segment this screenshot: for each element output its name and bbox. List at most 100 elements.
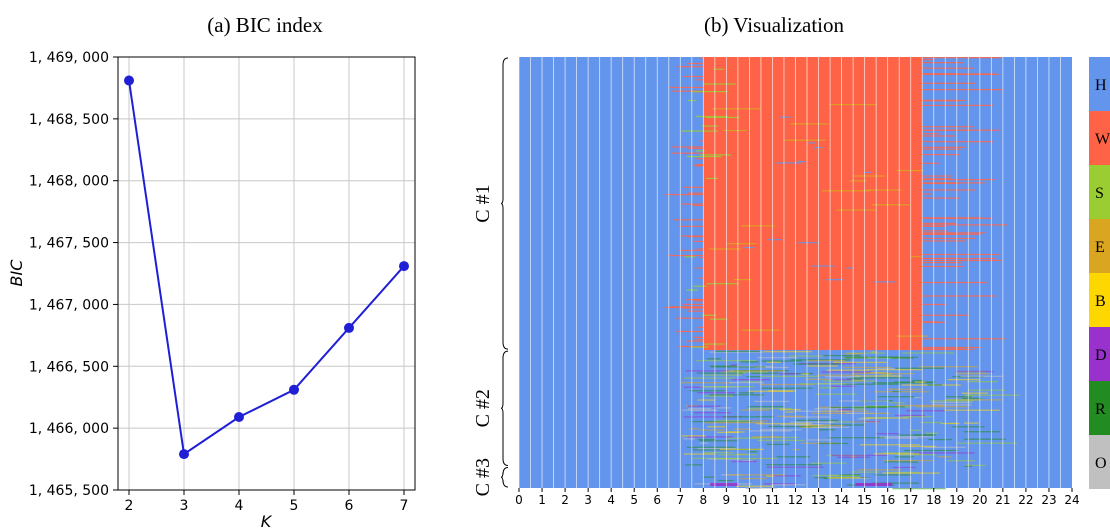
activity-streak [872,482,920,484]
viz-x-tick-label: 22 [1018,493,1033,507]
activity-streak [750,372,779,374]
activity-streak [672,219,708,221]
legend-label: E [1095,239,1105,256]
activity-streak [873,453,920,455]
activity-streak [713,68,724,70]
bic-y-tick-label: 1, 466, 000 [29,421,109,437]
activity-streak [738,392,754,394]
activity-streak [732,379,771,381]
activity-streak [788,355,825,357]
activity-streak [790,421,835,423]
bic-data-point [234,412,244,423]
legend-label: O [1095,455,1107,472]
activity-streak [915,262,962,264]
activity-streak [731,460,757,463]
activity-streak [699,440,738,442]
activity-streak [746,376,762,378]
activity-streak [790,123,829,125]
activity-streak [768,425,819,428]
activity-streak [708,248,741,250]
bic-y-ticks: 1, 465, 500 1, 466, 000 1, 466, 500 1, 467,… [29,50,118,499]
activity-streak [808,439,831,441]
activity-streak [710,483,738,486]
activity-streak [723,416,775,418]
activity-streak [874,281,895,283]
legend-swatch [1089,219,1110,273]
activity-streak [872,382,933,384]
bic-x-tick-label: 5 [290,498,299,514]
viz-x-tick-label: 6 [653,493,661,507]
activity-streak [915,224,1008,226]
activity-streak [672,90,708,92]
activity-streak [712,108,761,110]
activity-streak [904,449,957,452]
activity-streak [766,443,790,446]
bic-y-tick-label: 1, 465, 500 [29,483,109,499]
activity-streak [688,408,712,410]
activity-streak [915,99,965,101]
legend-swatch [1089,111,1110,165]
activity-streak [896,454,937,456]
legend: H W S E B D R O [1089,57,1110,489]
activity-streak [915,178,995,181]
activity-streak [915,135,955,137]
activity-streak [915,197,960,199]
bic-y-tick-label: 1, 469, 000 [29,50,109,66]
activity-streak [913,397,922,399]
activity-streak [846,378,862,380]
activity-streak [956,373,990,375]
activity-streak [748,407,792,410]
activity-streak [839,474,861,476]
bic-y-tick-label: 1, 467, 500 [29,236,109,252]
activity-streak [827,476,861,479]
activity-streak [779,116,791,118]
activity-streak [962,397,982,400]
viz-x-tick-label: 16 [880,493,895,507]
activity-streak [682,303,708,306]
legend-label: S [1095,185,1104,202]
activity-streak [915,133,940,135]
viz-x-tick-label: 0 [515,493,523,507]
legend-swatch [1089,435,1110,489]
activity-streak [915,67,975,69]
activity-streak [710,318,728,320]
activity-streak [698,438,716,441]
cluster-band [664,57,1008,351]
activity-streak [691,91,728,93]
viz-x-tick-label: 1 [538,493,546,507]
activity-streak [739,477,767,480]
activity-streak [667,254,708,257]
activity-streak [915,253,1000,256]
activity-streak [696,158,708,160]
activity-streak [727,437,762,439]
activity-streak [894,456,914,458]
activity-streak [722,129,747,132]
activity-streak [696,165,708,167]
activity-streak [915,182,985,184]
activity-streak [918,366,979,368]
activity-streak [763,483,796,485]
activity-streak [891,357,914,359]
activity-streak [703,452,734,454]
legend-swatch [1089,165,1110,219]
activity-streak [915,230,947,232]
activity-streak [914,452,975,454]
activity-streak [691,420,752,423]
viz-x-tick-label: 10 [742,493,757,507]
activity-streak [863,171,873,173]
viz-x-tick-label: 17 [903,493,918,507]
activity-streak [676,66,708,68]
activity-streak [831,454,889,457]
activity-streak [729,381,764,384]
viz-x-tick-label: 7 [676,493,684,507]
activity-streak [702,314,717,316]
activity-streak [915,57,1002,59]
bic-x-axis-label: K [261,512,273,529]
activity-streak [766,475,775,477]
activity-streak [784,372,814,375]
activity-streak [915,240,966,242]
activity-streak [841,383,901,385]
activity-streak [819,429,836,431]
activity-streak [915,257,997,260]
activity-streak [807,360,846,362]
